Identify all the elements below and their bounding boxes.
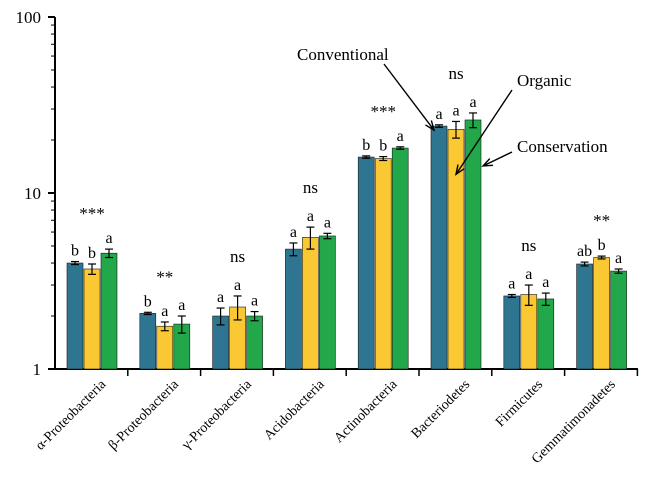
series-callout-label: Conventional (297, 45, 389, 64)
significance-letter: a (452, 102, 459, 119)
significance-letter: a (542, 274, 549, 291)
bar (66, 262, 84, 370)
bar (139, 313, 157, 370)
significance-letter: a (469, 94, 476, 111)
bar (391, 147, 409, 370)
bar (374, 158, 392, 370)
callout-arrow-line (383, 63, 435, 131)
significance-letter: ab (577, 243, 592, 260)
significance-letter: b (379, 138, 387, 155)
category-label: α-Proteobacteria (33, 377, 110, 454)
bar (319, 235, 336, 370)
y-tick-label: 10 (24, 184, 41, 203)
series-callout-label: Organic (517, 71, 572, 90)
group-significance: *** (370, 102, 396, 121)
significance-letter: a (324, 214, 331, 231)
bar (610, 270, 627, 370)
group-significance: ns (521, 236, 536, 255)
significance-letter: a (251, 293, 258, 310)
bar (503, 295, 521, 370)
bar (83, 268, 101, 370)
bar (576, 263, 593, 370)
category-label: Bacteriodetes (409, 377, 473, 441)
group-significance: *** (79, 204, 105, 223)
callout-arrowhead (425, 120, 436, 132)
group-significance: ns (230, 247, 245, 266)
category-label: Actinobacteria (332, 377, 401, 446)
bar (246, 315, 263, 370)
significance-letter: a (234, 277, 241, 294)
significance-letter: a (290, 224, 297, 241)
category-label: Firmicutes (493, 377, 546, 430)
y-tick-label: 1 (33, 360, 42, 379)
significance-letter: b (144, 293, 152, 310)
bar (285, 248, 302, 370)
significance-letter: b (71, 243, 79, 260)
group-significance: ** (156, 267, 173, 286)
significance-letter: b (598, 237, 606, 254)
significance-letter: a (397, 128, 404, 145)
bar (537, 298, 555, 370)
group-significance: ns (303, 178, 318, 197)
callout-arrowhead (454, 164, 465, 176)
significance-letter: a (217, 289, 224, 306)
significance-letter: a (178, 297, 185, 314)
significance-letter: b (88, 245, 96, 262)
callout-arrow-line (455, 89, 513, 175)
significance-letter: a (307, 208, 314, 225)
bar (430, 125, 448, 370)
category-label: β-Proteobacteria (106, 377, 183, 454)
category-label: γ-Proteobacteria (179, 377, 256, 454)
significance-letter: a (508, 276, 515, 293)
category-label: Acidobacteria (262, 377, 329, 444)
series-callout-label: Conservation (517, 137, 608, 156)
bar (593, 257, 610, 370)
bar (302, 237, 319, 370)
y-tick-label: 100 (16, 8, 42, 27)
callout-arrow-line (482, 151, 513, 167)
significance-letter: a (615, 250, 622, 267)
group-significance: ** (593, 211, 610, 230)
bar (357, 156, 375, 370)
bar (100, 252, 118, 370)
callout-arrowhead (481, 158, 494, 167)
bars (66, 112, 627, 370)
significance-letter: a (161, 303, 168, 320)
group-significance: ns (448, 64, 463, 83)
significance-letter: a (525, 266, 532, 283)
significance-letter: a (435, 106, 442, 123)
significance-letter: a (105, 230, 112, 247)
significance-letter: b (362, 137, 370, 154)
series-callouts: Conventional Organic Conservation (297, 45, 608, 176)
bar (156, 325, 174, 370)
